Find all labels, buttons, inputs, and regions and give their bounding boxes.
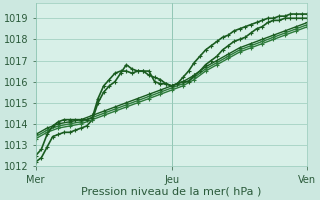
X-axis label: Pression niveau de la mer( hPa ): Pression niveau de la mer( hPa )	[81, 187, 262, 197]
